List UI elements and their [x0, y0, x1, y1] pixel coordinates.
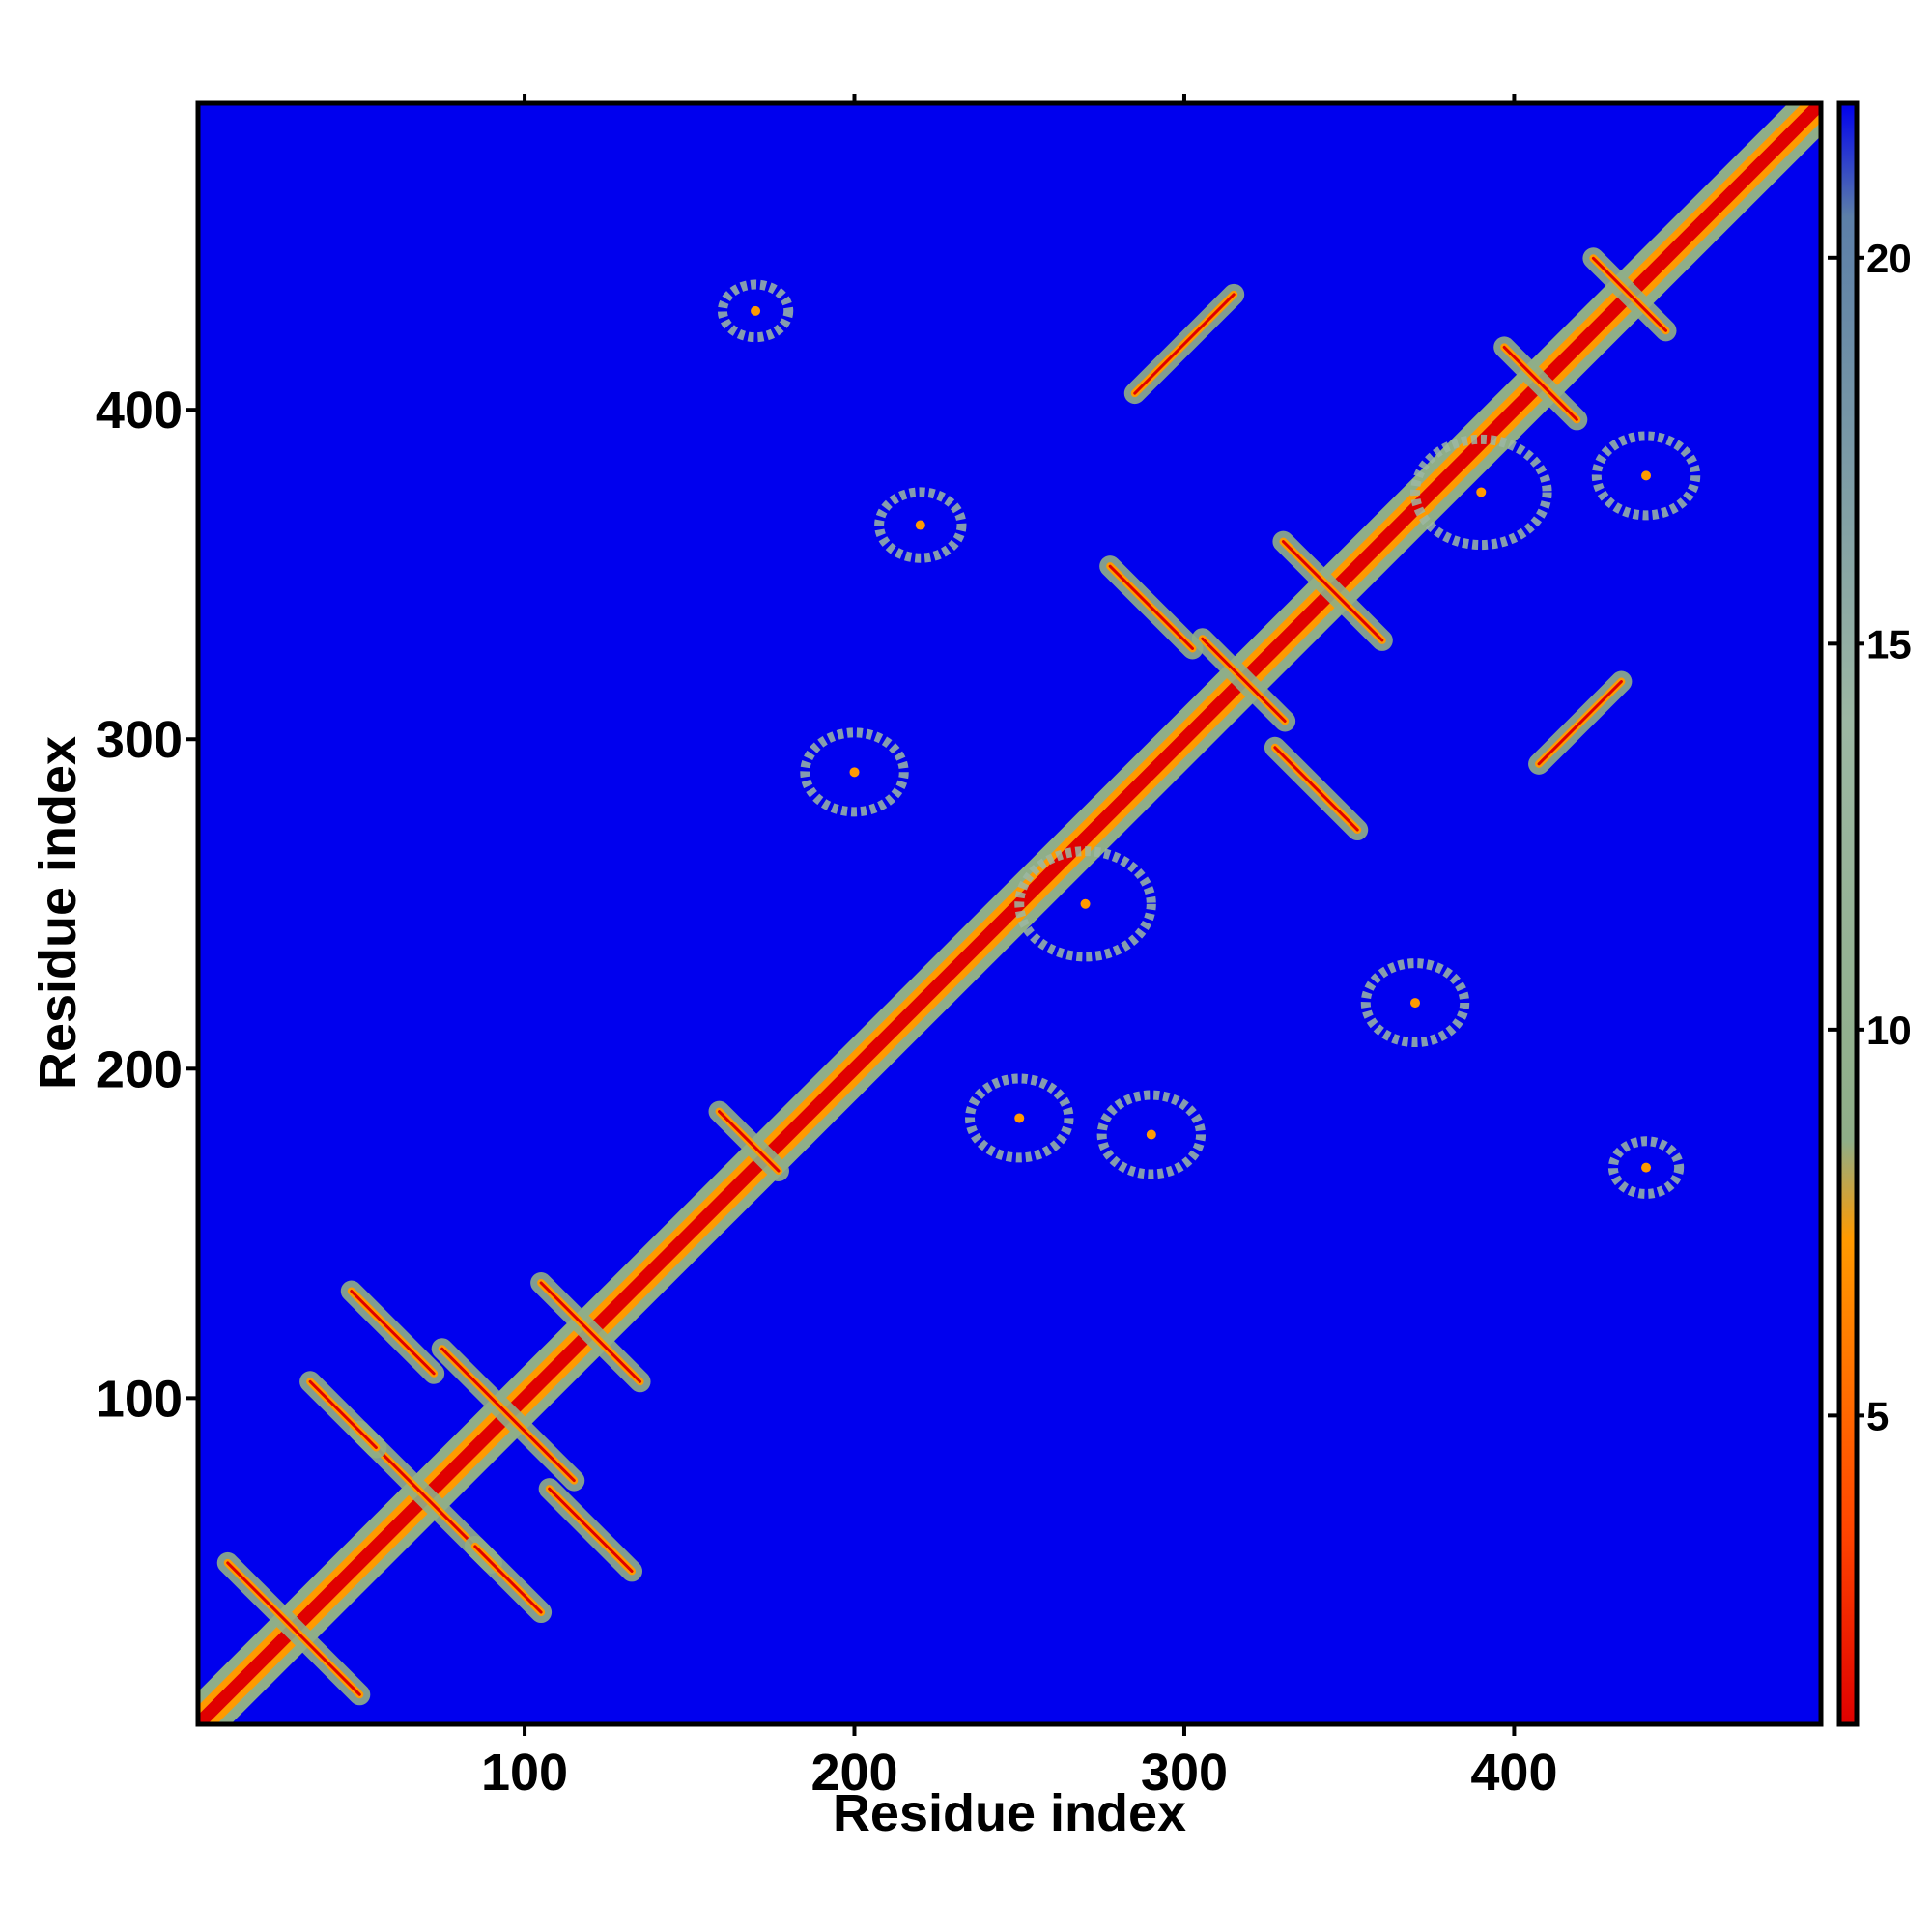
colorbar-ticks: 5 10 15 20: [1828, 236, 1912, 1438]
contact-strand-core: [440, 1347, 576, 1483]
colorbar-tick-label: 10: [1866, 1008, 1912, 1053]
contact-point: [1080, 898, 1091, 909]
contact-point: [751, 305, 761, 316]
contact-cluster: [1360, 958, 1470, 1048]
y-axis-label: Residue index: [29, 736, 87, 1090]
contact-point: [849, 767, 860, 778]
contact-strand-core: [718, 1110, 781, 1173]
x-tick-label: 400: [1470, 1744, 1557, 1802]
y-tick-label: 400: [96, 382, 183, 440]
contact-strand-core: [473, 1545, 543, 1614]
x-tick-label: 100: [481, 1744, 568, 1802]
contact-strand-core: [226, 1561, 361, 1696]
contact-point: [1476, 487, 1487, 497]
contact-strand-core: [350, 1290, 436, 1376]
contact-strand-core: [1133, 293, 1236, 395]
contact-point: [1146, 1129, 1156, 1140]
contact-marks: [198, 103, 1821, 1724]
diagonal-band: [198, 103, 1821, 1724]
contact-cluster: [1410, 434, 1552, 551]
contact-strand-core: [1502, 345, 1578, 421]
x-tick-label: 300: [1141, 1744, 1228, 1802]
x-tick-label: 200: [810, 1744, 897, 1802]
contact-cluster: [1607, 1136, 1685, 1199]
contact-cluster: [965, 1073, 1074, 1163]
y-axis-ticks: 100 200 300 400: [96, 382, 198, 1428]
plot-frame: [195, 100, 1824, 1727]
contact-strand-core: [539, 1281, 642, 1383]
contact-point: [1014, 1113, 1025, 1123]
contact-strand-core: [1273, 746, 1359, 832]
colorbar-tick-label: 5: [1866, 1393, 1889, 1438]
contact-cluster: [717, 279, 794, 343]
y-tick-label: 300: [96, 711, 183, 769]
contact-point: [1641, 1162, 1652, 1173]
contact-strand-core: [1281, 540, 1384, 642]
contact-cluster: [1014, 846, 1156, 962]
contact-cluster: [1591, 431, 1701, 521]
x-axis-label: Residue index: [833, 1784, 1186, 1842]
contact-point: [915, 520, 925, 530]
colorbar-tick-label: 20: [1866, 236, 1912, 281]
y-tick-label: 200: [96, 1040, 183, 1098]
contact-point: [1410, 998, 1420, 1009]
contact-point: [1641, 470, 1652, 481]
y-tick-label: 100: [96, 1370, 183, 1428]
contact-strand-core: [548, 1487, 634, 1573]
contact-cluster: [800, 727, 909, 817]
contact-strand-core: [1591, 256, 1668, 332]
contact-strand-core: [308, 1379, 378, 1450]
colorbar-tick-label: 15: [1866, 621, 1912, 667]
colorbar: [1836, 100, 1860, 1727]
contact-cluster: [874, 487, 967, 563]
contact-strand-core: [1108, 564, 1195, 650]
contact-strand-core: [1537, 680, 1623, 766]
x-axis-ticks: 100 200 300 400: [481, 94, 1557, 1802]
contact-cluster: [1096, 1090, 1207, 1179]
contact-strand-core: [1201, 637, 1287, 723]
